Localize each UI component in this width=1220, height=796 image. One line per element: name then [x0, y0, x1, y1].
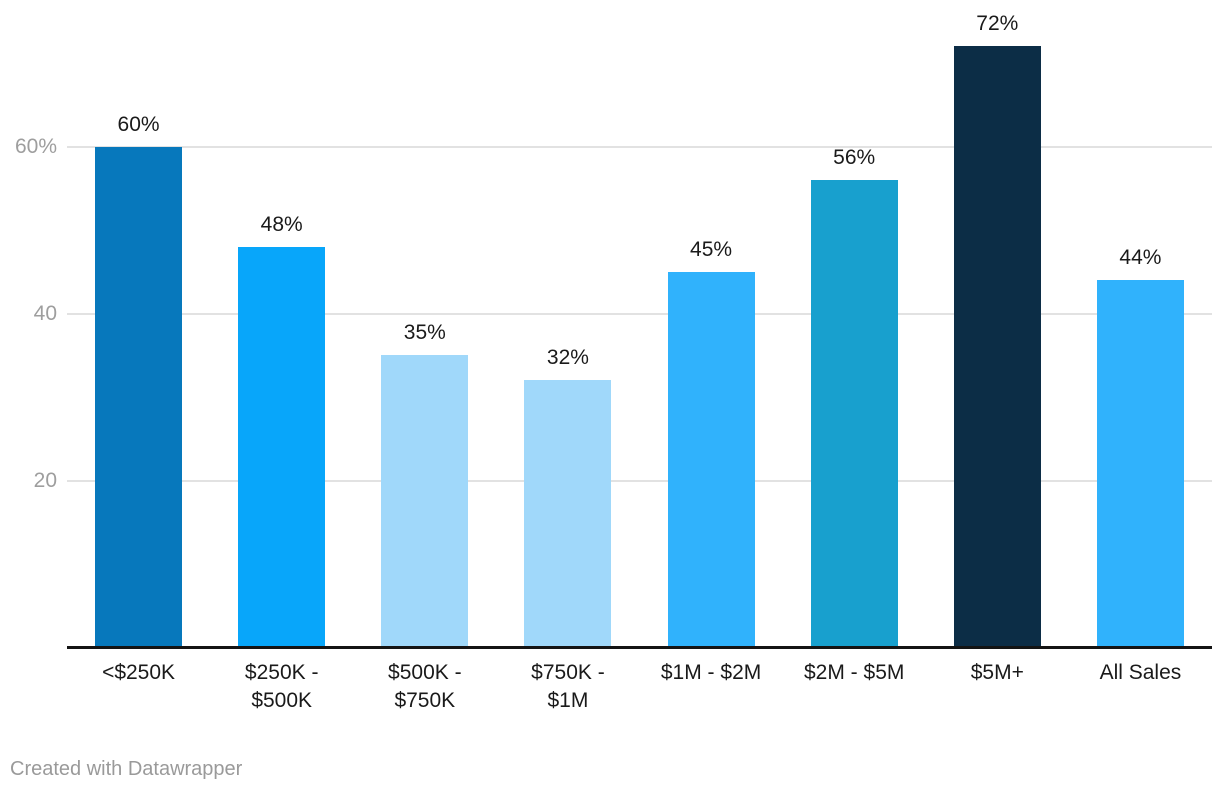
category-label: $2M - $5M: [804, 661, 905, 684]
bar: [238, 246, 326, 648]
bar-value-label: 48%: [260, 212, 303, 236]
y-axis-tick-label: 20: [33, 468, 57, 492]
gridline: [67, 145, 1212, 148]
bar: [810, 179, 898, 648]
bar-value-label: 72%: [976, 12, 1019, 36]
x-axis-line: [67, 646, 1212, 649]
bar: [381, 355, 469, 648]
category-label: $5M+: [970, 661, 1024, 684]
bar-value-label: 45%: [690, 237, 733, 261]
category-label: $1M - $2M: [660, 661, 762, 684]
gridline: [67, 312, 1212, 315]
category-label: <$250K: [102, 661, 176, 684]
bar-value-label: 60%: [117, 112, 160, 136]
category-label: $750K - $1M: [531, 661, 605, 712]
bar-value-label: 32%: [546, 346, 589, 370]
footer-credit: Created with Datawrapper: [10, 758, 243, 780]
bar-value-label: 44%: [1119, 246, 1162, 270]
category-label: All Sales: [1099, 661, 1182, 684]
bar-value-label: 35%: [403, 321, 446, 345]
bar: [953, 46, 1041, 648]
bar: [95, 146, 183, 648]
category-label: $250K - $500K: [244, 661, 319, 712]
gridline: [67, 479, 1212, 482]
y-axis-tick-label: 60%: [14, 134, 57, 158]
bar: [667, 271, 755, 648]
bar: [1096, 280, 1184, 648]
bar-value-label: 56%: [833, 145, 876, 169]
y-axis-tick-label: 40: [33, 301, 57, 325]
category-label: $500K - $750K: [388, 661, 462, 712]
bar: [524, 380, 612, 648]
